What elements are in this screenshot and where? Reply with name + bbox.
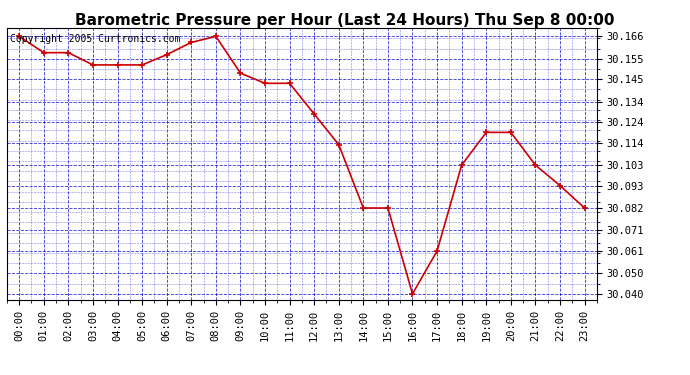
Text: Copyright 2005 Curtronics.com: Copyright 2005 Curtronics.com [10,34,180,44]
Text: Barometric Pressure per Hour (Last 24 Hours) Thu Sep 8 00:00: Barometric Pressure per Hour (Last 24 Ho… [75,13,615,28]
